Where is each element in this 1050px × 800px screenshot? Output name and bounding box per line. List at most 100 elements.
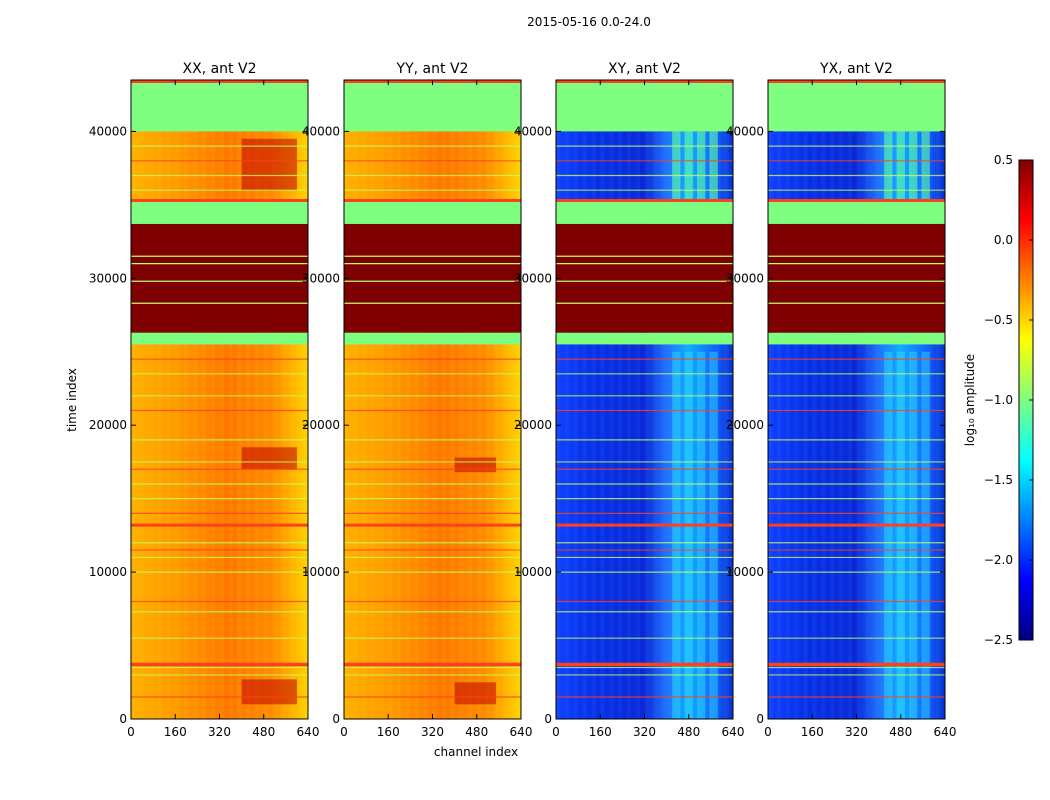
y-tick-label: 10000 bbox=[726, 565, 764, 579]
channel-stripe bbox=[139, 80, 145, 719]
flagged-range bbox=[556, 80, 733, 132]
panel-title: YY, ant V2 bbox=[396, 61, 469, 77]
panel-title: XX, ant V2 bbox=[183, 61, 257, 77]
channel-stripe bbox=[936, 80, 941, 719]
y-tick-label: 20000 bbox=[726, 418, 764, 432]
channel-stripe bbox=[512, 80, 517, 719]
flagged-range bbox=[556, 332, 733, 345]
y-tick-label: 0 bbox=[119, 712, 127, 726]
channel-stripe bbox=[874, 80, 879, 719]
channel-stripe bbox=[609, 80, 614, 719]
channel-stripe bbox=[219, 80, 224, 719]
y-tick-label: 0 bbox=[544, 712, 552, 726]
channel-stripe bbox=[724, 80, 729, 719]
y-tick-label: 20000 bbox=[514, 418, 552, 432]
saturated-range bbox=[131, 223, 308, 333]
x-tick-label: 640 bbox=[722, 725, 745, 739]
flag-line bbox=[768, 198, 945, 202]
channel-stripe bbox=[432, 80, 437, 719]
channel-stripe bbox=[467, 80, 473, 719]
x-tick-label: 480 bbox=[677, 725, 700, 739]
x-tick-label: 640 bbox=[934, 725, 957, 739]
y-tick-label: 20000 bbox=[89, 418, 127, 432]
y-tick-label: 40000 bbox=[514, 124, 552, 138]
channel-stripe bbox=[290, 80, 295, 719]
x-tick-label: 640 bbox=[510, 725, 533, 739]
x-tick-label: 0 bbox=[552, 725, 560, 739]
channel-stripe bbox=[281, 80, 286, 719]
flag-line bbox=[344, 198, 521, 202]
channel-stripe bbox=[688, 80, 694, 719]
figure-suptitle: 2015-05-16 0.0-24.0 bbox=[527, 15, 651, 29]
channel-stripe bbox=[626, 80, 632, 719]
channel-stripe bbox=[210, 80, 216, 719]
channel-stripe bbox=[785, 80, 791, 719]
channel-stripe bbox=[883, 80, 888, 719]
rfi-block bbox=[921, 351, 930, 719]
channel-stripe bbox=[485, 80, 491, 719]
panels: XX, ant V2 0 160 320 480 640 0 10000 20000 30000 4… bbox=[89, 61, 957, 739]
channel-stripe bbox=[352, 80, 358, 719]
x-tick-label: 480 bbox=[252, 725, 275, 739]
x-tick-label: 320 bbox=[421, 725, 444, 739]
channel-stripe bbox=[635, 80, 641, 719]
rfi-block bbox=[697, 351, 706, 719]
y-tick-label: 30000 bbox=[89, 271, 127, 285]
channel-stripe bbox=[697, 80, 703, 719]
rfi-block bbox=[709, 131, 718, 201]
colorbar-tick-label: −2.5 bbox=[984, 633, 1013, 647]
flagged-range bbox=[131, 332, 308, 345]
x-tick-label: 480 bbox=[465, 725, 488, 739]
channel-stripe bbox=[829, 80, 835, 719]
channel-stripe bbox=[847, 80, 853, 719]
colorbar-ticks: 0.5 0.0 −0.5 −1.0 −1.5 −2.0 −2.5 bbox=[984, 153, 1033, 647]
rfi-block bbox=[454, 457, 497, 473]
channel-stripe bbox=[617, 80, 623, 719]
flag-line bbox=[556, 663, 733, 667]
rfi-block bbox=[709, 351, 718, 719]
x-tick-label: 0 bbox=[127, 725, 135, 739]
channel-stripe bbox=[803, 80, 808, 719]
channel-stripe bbox=[900, 80, 906, 719]
rfi-block bbox=[684, 131, 693, 201]
channel-stripe bbox=[653, 80, 658, 719]
x-tick-label: 160 bbox=[801, 725, 824, 739]
x-tick-label: 160 bbox=[589, 725, 612, 739]
channel-stripe bbox=[918, 80, 923, 719]
colorbar-tick-label: 0.0 bbox=[994, 233, 1013, 247]
channel-stripe bbox=[237, 80, 242, 719]
flag-line bbox=[131, 523, 308, 527]
channel-stripe bbox=[600, 80, 605, 719]
channel-stripe bbox=[503, 80, 508, 719]
x-axis-label: channel index bbox=[434, 745, 518, 759]
colorbar-tick-label: −1.0 bbox=[984, 393, 1013, 407]
channel-stripe bbox=[131, 80, 136, 719]
x-tick-label: 0 bbox=[764, 725, 772, 739]
channel-stripe bbox=[148, 80, 154, 719]
flagged-range bbox=[768, 80, 945, 132]
saturated-range bbox=[556, 223, 733, 333]
y-tick-label: 0 bbox=[756, 712, 764, 726]
rfi-block bbox=[884, 131, 893, 201]
channel-stripe bbox=[263, 80, 269, 719]
channel-stripe bbox=[414, 80, 420, 719]
rfi-block bbox=[684, 351, 693, 719]
channel-stripe bbox=[254, 80, 260, 719]
channel-stripe bbox=[582, 80, 587, 719]
panel-base bbox=[344, 80, 521, 719]
channel-stripe bbox=[812, 80, 817, 719]
channel-stripe bbox=[856, 80, 861, 719]
flag-line bbox=[344, 663, 521, 667]
flagged-range bbox=[131, 80, 308, 132]
flag-line bbox=[768, 663, 945, 667]
y-tick-label: 30000 bbox=[302, 271, 340, 285]
channel-stripe bbox=[821, 80, 826, 719]
channel-stripe bbox=[671, 80, 676, 719]
channel-stripe bbox=[157, 80, 162, 719]
channel-stripe bbox=[423, 80, 429, 719]
channel-stripe bbox=[441, 80, 446, 719]
channel-stripe bbox=[838, 80, 844, 719]
rfi-block bbox=[921, 131, 930, 201]
x-tick-label: 320 bbox=[208, 725, 231, 739]
channel-stripe bbox=[228, 80, 233, 719]
